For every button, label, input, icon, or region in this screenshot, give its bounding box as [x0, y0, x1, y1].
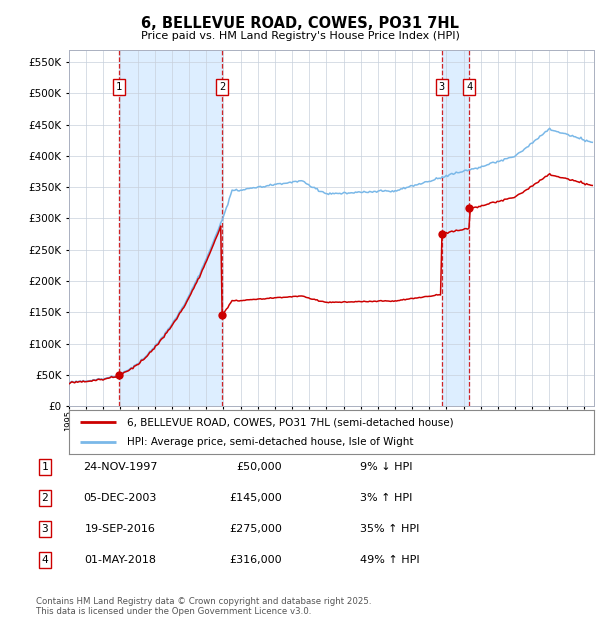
- Text: This data is licensed under the Open Government Licence v3.0.: This data is licensed under the Open Gov…: [36, 606, 311, 616]
- Text: 1: 1: [116, 82, 122, 92]
- Text: 3% ↑ HPI: 3% ↑ HPI: [360, 493, 412, 503]
- Text: 19-SEP-2016: 19-SEP-2016: [85, 524, 155, 534]
- Text: £275,000: £275,000: [229, 524, 282, 534]
- Text: 1: 1: [41, 462, 49, 472]
- Text: £316,000: £316,000: [229, 555, 282, 565]
- Text: 3: 3: [41, 524, 49, 534]
- Text: 3: 3: [439, 82, 445, 92]
- Text: £50,000: £50,000: [236, 462, 282, 472]
- Text: Contains HM Land Registry data © Crown copyright and database right 2025.: Contains HM Land Registry data © Crown c…: [36, 597, 371, 606]
- Bar: [119, 50, 222, 406]
- Bar: [442, 50, 469, 406]
- Text: Price paid vs. HM Land Registry's House Price Index (HPI): Price paid vs. HM Land Registry's House …: [140, 31, 460, 41]
- Text: £145,000: £145,000: [229, 493, 282, 503]
- Text: HPI: Average price, semi-detached house, Isle of Wight: HPI: Average price, semi-detached house,…: [127, 437, 413, 447]
- Text: 4: 4: [466, 82, 472, 92]
- Text: 49% ↑ HPI: 49% ↑ HPI: [360, 555, 419, 565]
- Text: 4: 4: [41, 555, 49, 565]
- Text: 05-DEC-2003: 05-DEC-2003: [83, 493, 157, 503]
- Text: 6, BELLEVUE ROAD, COWES, PO31 7HL: 6, BELLEVUE ROAD, COWES, PO31 7HL: [141, 16, 459, 31]
- Text: 01-MAY-2018: 01-MAY-2018: [84, 555, 156, 565]
- Text: 9% ↓ HPI: 9% ↓ HPI: [360, 462, 413, 472]
- Text: 6, BELLEVUE ROAD, COWES, PO31 7HL (semi-detached house): 6, BELLEVUE ROAD, COWES, PO31 7HL (semi-…: [127, 417, 454, 427]
- Text: 2: 2: [219, 82, 225, 92]
- Text: 35% ↑ HPI: 35% ↑ HPI: [360, 524, 419, 534]
- Text: 24-NOV-1997: 24-NOV-1997: [83, 462, 157, 472]
- Text: 2: 2: [41, 493, 49, 503]
